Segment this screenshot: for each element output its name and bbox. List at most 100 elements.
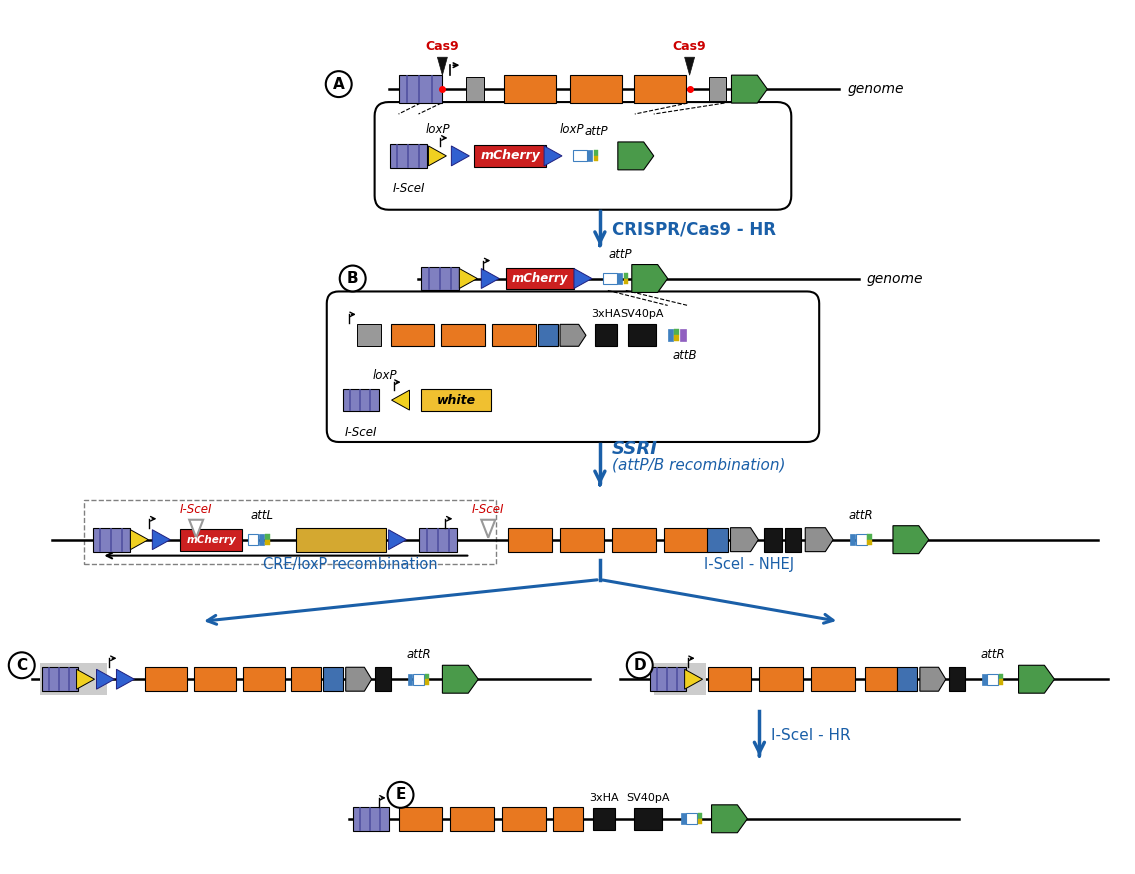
Text: attP: attP <box>608 247 632 260</box>
Text: E: E <box>395 787 405 802</box>
Polygon shape <box>388 530 406 550</box>
Bar <box>759 667 804 691</box>
Bar <box>707 528 729 551</box>
Text: SV40pA: SV40pA <box>627 793 670 803</box>
Text: loxP: loxP <box>426 123 449 136</box>
Bar <box>987 674 998 684</box>
Text: loxP: loxP <box>372 369 397 382</box>
Bar <box>296 528 386 551</box>
Bar <box>424 674 429 679</box>
Text: D: D <box>633 658 646 673</box>
Bar <box>680 329 686 342</box>
Text: (attP/B recombination): (attP/B recombination) <box>612 458 785 473</box>
Text: I-SceI: I-SceI <box>472 503 504 516</box>
Polygon shape <box>731 75 767 103</box>
Polygon shape <box>96 669 115 690</box>
Text: SSRI: SSRI <box>612 440 658 458</box>
Text: I-SceI: I-SceI <box>180 503 212 516</box>
Bar <box>407 674 412 684</box>
Polygon shape <box>392 390 410 410</box>
Bar <box>764 528 782 551</box>
Polygon shape <box>712 805 748 833</box>
Bar <box>623 279 628 284</box>
Bar <box>949 667 965 691</box>
Bar <box>40 663 108 695</box>
Bar <box>592 808 615 829</box>
Bar <box>420 528 457 551</box>
Bar <box>612 528 656 551</box>
Bar <box>413 674 424 684</box>
Bar <box>999 679 1003 684</box>
Bar <box>421 389 491 411</box>
Bar <box>356 324 380 346</box>
Text: SV40pA: SV40pA <box>620 309 664 319</box>
Bar <box>538 324 558 346</box>
Text: Cas9: Cas9 <box>673 40 706 53</box>
Polygon shape <box>919 667 945 691</box>
Circle shape <box>627 652 653 678</box>
Bar <box>375 667 390 691</box>
Polygon shape <box>481 520 495 538</box>
Text: 3xHA: 3xHA <box>591 309 621 319</box>
FancyBboxPatch shape <box>327 291 819 442</box>
Bar <box>424 679 429 684</box>
Bar <box>633 75 686 103</box>
Text: CRE/loxP recombination: CRE/loxP recombination <box>263 557 438 572</box>
Bar <box>856 534 866 545</box>
Polygon shape <box>574 268 592 288</box>
Bar <box>390 324 435 346</box>
Bar <box>243 667 285 691</box>
Polygon shape <box>617 142 654 170</box>
Polygon shape <box>437 57 447 75</box>
Polygon shape <box>684 57 695 75</box>
Text: attR: attR <box>849 509 873 522</box>
Bar <box>93 528 131 551</box>
Bar <box>594 156 598 162</box>
Bar <box>999 674 1003 679</box>
Bar <box>42 667 77 691</box>
Text: I-SceI - NHEJ: I-SceI - NHEJ <box>705 557 794 572</box>
Text: attR: attR <box>406 649 431 662</box>
Text: I-SceI: I-SceI <box>393 182 424 195</box>
Bar <box>502 807 546 831</box>
Polygon shape <box>632 265 667 293</box>
Bar <box>553 807 583 831</box>
Bar <box>897 667 917 691</box>
Polygon shape <box>452 146 469 166</box>
Polygon shape <box>805 528 833 551</box>
Polygon shape <box>731 528 758 551</box>
Text: mCherry: mCherry <box>512 272 569 285</box>
Bar <box>850 534 855 545</box>
Text: A: A <box>333 77 345 92</box>
Bar <box>687 814 697 824</box>
Polygon shape <box>481 268 499 288</box>
Bar <box>466 77 485 101</box>
Bar <box>667 329 673 342</box>
Bar <box>322 667 343 691</box>
FancyBboxPatch shape <box>375 102 791 210</box>
Circle shape <box>9 652 35 678</box>
Bar <box>812 667 855 691</box>
Bar <box>865 667 897 691</box>
Bar <box>291 667 321 691</box>
Bar <box>588 150 592 162</box>
Bar <box>681 814 686 824</box>
Text: mCherry: mCherry <box>186 535 236 545</box>
Text: attP: attP <box>585 125 607 138</box>
Bar <box>633 808 662 829</box>
Text: 3xHA: 3xHA <box>589 793 619 803</box>
Text: loxP: loxP <box>560 123 585 136</box>
Bar <box>353 807 388 831</box>
Circle shape <box>387 782 413 808</box>
Bar <box>785 528 801 551</box>
Polygon shape <box>152 530 170 550</box>
Polygon shape <box>560 324 586 346</box>
Bar <box>266 539 270 545</box>
Bar <box>421 267 460 290</box>
Polygon shape <box>460 268 478 288</box>
Bar <box>389 144 428 168</box>
Bar <box>266 534 270 539</box>
Bar <box>493 324 536 346</box>
Polygon shape <box>131 530 149 550</box>
Circle shape <box>339 266 365 291</box>
